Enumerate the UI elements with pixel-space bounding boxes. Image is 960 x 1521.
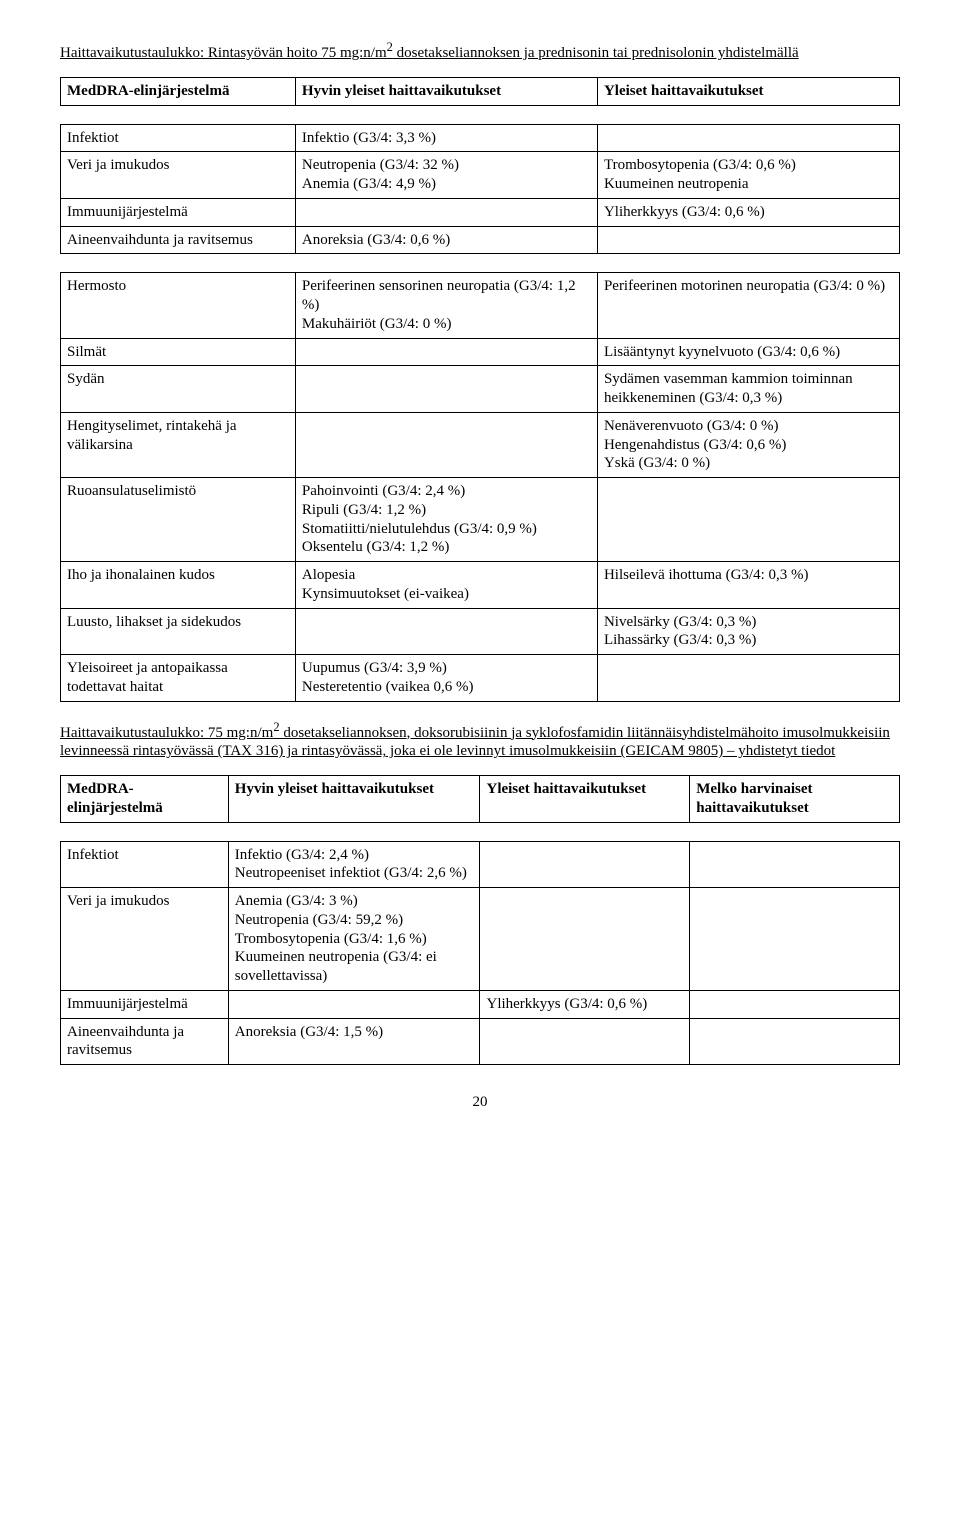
- para2-a: Haittavaikutustaulukko: 75 mg:n/m: [60, 725, 273, 741]
- table-cell: Perifeerinen sensorinen neuropatia (G3/4…: [295, 273, 597, 338]
- col-header: MedDRA-elinjärjestelmä: [61, 77, 296, 105]
- table-cell: [597, 478, 899, 562]
- table-cell: Luusto, lihakset ja sidekudos: [61, 608, 296, 655]
- table-row: RuoansulatuselimistöPahoinvointi (G3/4: …: [61, 478, 900, 562]
- table-cell: [295, 198, 597, 226]
- table-cell: Immuunijärjestelmä: [61, 198, 296, 226]
- table-cell: Anoreksia (G3/4: 1,5 %): [228, 1018, 480, 1065]
- table-cell: Aineenvaihdunta ja ravitsemus: [61, 226, 296, 254]
- table-cell: Sydämen vasemman kammion toiminnan heikk…: [597, 366, 899, 413]
- table-cell: [295, 366, 597, 413]
- col-header: Hyvin yleiset haittavaikutukset: [228, 776, 480, 823]
- table-row: Sydän Sydämen vasemman kammion toiminnan …: [61, 366, 900, 413]
- table-row: Silmät Lisääntynyt kyynelvuoto (G3/4: 0,6…: [61, 338, 900, 366]
- table-cell: [295, 608, 597, 655]
- table-cell: [480, 841, 690, 888]
- page-number: 20: [60, 1093, 900, 1112]
- table-cell: [690, 841, 900, 888]
- table-row: Aineenvaihdunta ja ravitsemusAnoreksia (…: [61, 226, 900, 254]
- table-cell: Trombosytopenia (G3/4: 0,6 %)Kuumeinen n…: [597, 152, 899, 199]
- table-cell: Anoreksia (G3/4: 0,6 %): [295, 226, 597, 254]
- table1-section-b: HermostoPerifeerinen sensorinen neuropat…: [60, 272, 900, 701]
- table-cell: [690, 888, 900, 991]
- intermediate-paragraph: Haittavaikutustaulukko: 75 mg:n/m2 doset…: [60, 720, 900, 762]
- table-row: Luusto, lihakset ja sidekudos Nivelsärky …: [61, 608, 900, 655]
- table-row: Veri ja imukudosNeutropenia (G3/4: 32 %)…: [61, 152, 900, 199]
- table-row: MedDRA-elinjärjestelmä Hyvin yleiset hai…: [61, 776, 900, 823]
- table-cell: Yleisoireet ja antopaikassa todettavat h…: [61, 655, 296, 702]
- table-cell: [480, 1018, 690, 1065]
- table1-title-a: Haittavaikutustaulukko: Rintasyövän hoit…: [60, 45, 387, 61]
- table-cell: Infektio (G3/4: 3,3 %): [295, 124, 597, 152]
- table-row: Aineenvaihdunta ja ravitsemusAnoreksia (…: [61, 1018, 900, 1065]
- table-cell: Nivelsärky (G3/4: 0,3 %)Lihassärky (G3/4…: [597, 608, 899, 655]
- table-cell: [295, 338, 597, 366]
- col-header: MedDRA-elinjärjestelmä: [61, 776, 229, 823]
- table-cell: Hilseilevä ihottuma (G3/4: 0,3 %): [597, 562, 899, 609]
- table-row: InfektiotInfektio (G3/4: 2,4 %)Neutropee…: [61, 841, 900, 888]
- table-cell: Immuunijärjestelmä: [61, 990, 229, 1018]
- table-cell: Silmät: [61, 338, 296, 366]
- table-cell: Uupumus (G3/4: 3,9 %)Nesteretentio (vaik…: [295, 655, 597, 702]
- table-cell: Anemia (G3/4: 3 %)Neutropenia (G3/4: 59,…: [228, 888, 480, 991]
- table-cell: Yliherkkyys (G3/4: 0,6 %): [480, 990, 690, 1018]
- table-row: Veri ja imukudosAnemia (G3/4: 3 %)Neutro…: [61, 888, 900, 991]
- table-cell: [690, 1018, 900, 1065]
- table-cell: Neutropenia (G3/4: 32 %)Anemia (G3/4: 4,…: [295, 152, 597, 199]
- table-cell: Yliherkkyys (G3/4: 0,6 %): [597, 198, 899, 226]
- table1-heading: Haittavaikutustaulukko: Rintasyövän hoit…: [60, 40, 900, 63]
- table-cell: Infektiot: [61, 124, 296, 152]
- table-cell: Aineenvaihdunta ja ravitsemus: [61, 1018, 229, 1065]
- col-header: Yleiset haittavaikutukset: [597, 77, 899, 105]
- table-cell: Lisääntynyt kyynelvuoto (G3/4: 0,6 %): [597, 338, 899, 366]
- table-cell: Iho ja ihonalainen kudos: [61, 562, 296, 609]
- table-row: Hengityselimet, rintakehä ja välikarsina…: [61, 412, 900, 477]
- table-row: Immuunijärjestelmä Yliherkkyys (G3/4: 0,6…: [61, 990, 900, 1018]
- table-cell: Sydän: [61, 366, 296, 413]
- col-header: Hyvin yleiset haittavaikutukset: [295, 77, 597, 105]
- table-cell: Nenäverenvuoto (G3/4: 0 %)Hengenahdistus…: [597, 412, 899, 477]
- table-cell: [597, 124, 899, 152]
- table-cell: Veri ja imukudos: [61, 152, 296, 199]
- table-cell: Hermosto: [61, 273, 296, 338]
- table2-body: InfektiotInfektio (G3/4: 2,4 %)Neutropee…: [60, 841, 900, 1066]
- col-header: Melko harvinaiset haittavaikutukset: [690, 776, 900, 823]
- table-cell: Perifeerinen motorinen neuropatia (G3/4:…: [597, 273, 899, 338]
- table-cell: Veri ja imukudos: [61, 888, 229, 991]
- table-row: MedDRA-elinjärjestelmä Hyvin yleiset hai…: [61, 77, 900, 105]
- table-row: HermostoPerifeerinen sensorinen neuropat…: [61, 273, 900, 338]
- table1-header: MedDRA-elinjärjestelmä Hyvin yleiset hai…: [60, 77, 900, 106]
- table-cell: AlopesiaKynsimuutokset (ei-vaikea): [295, 562, 597, 609]
- table-row: Immuunijärjestelmä Yliherkkyys (G3/4: 0,6…: [61, 198, 900, 226]
- table-row: Iho ja ihonalainen kudosAlopesiaKynsimuu…: [61, 562, 900, 609]
- table-row: Yleisoireet ja antopaikassa todettavat h…: [61, 655, 900, 702]
- col-header: Yleiset haittavaikutukset: [480, 776, 690, 823]
- table-cell: Hengityselimet, rintakehä ja välikarsina: [61, 412, 296, 477]
- table-cell: Ruoansulatuselimistö: [61, 478, 296, 562]
- table-cell: Infektio (G3/4: 2,4 %)Neutropeeniset inf…: [228, 841, 480, 888]
- table-cell: [597, 226, 899, 254]
- table-cell: [228, 990, 480, 1018]
- table-cell: [295, 412, 597, 477]
- table-cell: [690, 990, 900, 1018]
- table-row: InfektiotInfektio (G3/4: 3,3 %): [61, 124, 900, 152]
- table-cell: [597, 655, 899, 702]
- table1-title-b: dosetakseliannoksen ja prednisonin tai p…: [393, 45, 799, 61]
- table-cell: Infektiot: [61, 841, 229, 888]
- table-cell: Pahoinvointi (G3/4: 2,4 %)Ripuli (G3/4: …: [295, 478, 597, 562]
- table-cell: [480, 888, 690, 991]
- table1-section-a: InfektiotInfektio (G3/4: 3,3 %)Veri ja i…: [60, 124, 900, 255]
- table2-header: MedDRA-elinjärjestelmä Hyvin yleiset hai…: [60, 775, 900, 823]
